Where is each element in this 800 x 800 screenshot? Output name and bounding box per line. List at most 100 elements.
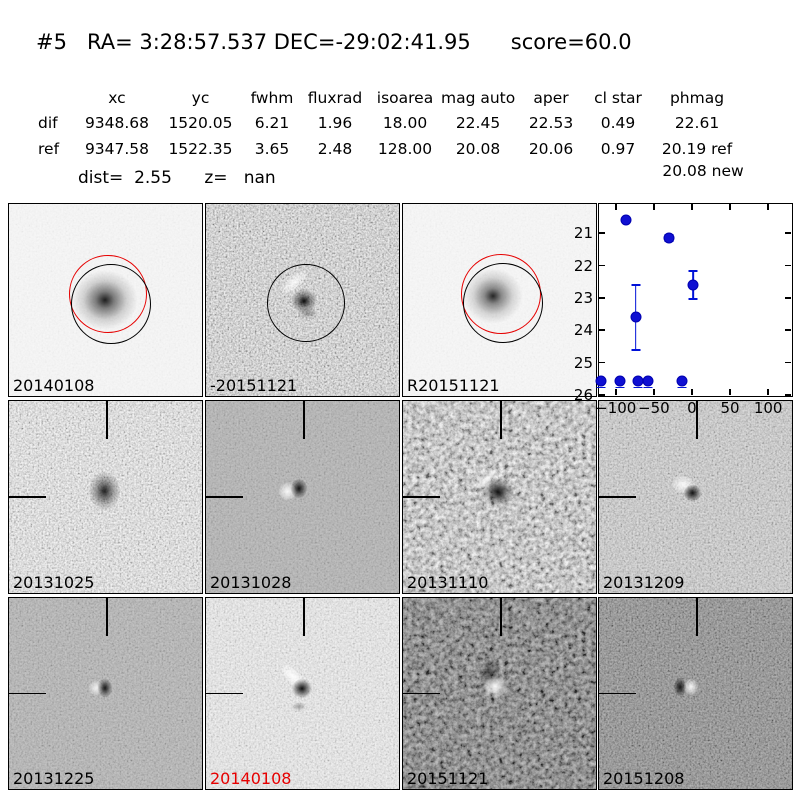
col-header-aper: aper: [533, 89, 569, 107]
crosshair-top-tick: [106, 598, 109, 636]
error-bar: [643, 386, 653, 389]
black-aperture-circle: [267, 264, 345, 342]
tick-mark: [599, 394, 605, 396]
crosshair-top-tick: [500, 598, 503, 636]
crosshair-left-tick: [9, 692, 46, 695]
cutout-label: 20131209: [603, 573, 685, 592]
crosshair-top-tick: [303, 401, 306, 439]
error-bar: [688, 269, 698, 272]
error-bar: [596, 386, 606, 389]
cell-xc: 9347.58: [84, 140, 150, 158]
panel-epoch-20151208: 20151208: [598, 597, 793, 790]
crosshair-top-tick: [303, 598, 306, 636]
cutout-label: 20151121: [407, 769, 489, 788]
row-label: ref: [38, 140, 60, 158]
data-point: [614, 375, 626, 387]
data-point: [595, 375, 607, 387]
cutout-label: 20131225: [13, 769, 95, 788]
tick-mark: [785, 232, 791, 234]
data-point: [687, 279, 699, 291]
col-header-fluxrad: fluxrad: [307, 89, 363, 107]
source-blob: [674, 678, 686, 696]
cell-cl-star: 0.49: [600, 114, 636, 132]
cutout-label: 20131028: [210, 573, 292, 592]
black-aperture-circle: [463, 263, 543, 343]
residual-bright-blob: [684, 679, 698, 695]
cutout-label: R20151121: [407, 376, 500, 395]
plot-area: −100 −50 0 50 100 21 22 23 24 25 26: [574, 204, 791, 417]
tick-label: 22: [573, 256, 593, 275]
tick-mark: [599, 297, 605, 299]
tick-mark: [785, 264, 791, 267]
tick-label: 50: [720, 399, 740, 417]
col-header-cl-star: cl star: [594, 89, 642, 107]
tick-mark: [599, 361, 605, 364]
tick-mark: [785, 329, 791, 332]
crosshair-left-tick: [599, 692, 636, 695]
error-bar: [631, 348, 641, 351]
panel-diff--20151121: -20151121: [205, 203, 400, 397]
crosshair-top-tick: [500, 401, 503, 439]
panel-epoch-20131225: 20131225: [8, 597, 203, 790]
data-point: [642, 375, 654, 387]
phmag-new-value: 20.08 new: [662, 162, 744, 180]
black-aperture-circle: [71, 264, 151, 344]
col-header-fwhm: fwhm: [250, 89, 294, 107]
tick-label: 26: [573, 386, 593, 404]
col-header-isoarea: isoarea: [376, 89, 434, 107]
crosshair-left-tick: [403, 496, 440, 498]
tick-mark: [599, 232, 605, 234]
tick-mark: [614, 204, 617, 210]
error-bar: [633, 386, 643, 389]
source-blob: [684, 485, 701, 501]
data-point: [663, 232, 675, 244]
cutout-label: 20131025: [13, 573, 95, 592]
tick-mark: [785, 361, 791, 364]
crosshair-left-tick: [9, 496, 46, 498]
tick-mark: [767, 389, 769, 395]
tick-label: −50: [638, 399, 670, 417]
tick-mark: [653, 204, 655, 210]
crosshair-top-tick: [696, 401, 699, 439]
error-bar: [631, 284, 641, 286]
source-blob: [292, 679, 312, 698]
tick-label: 25: [573, 353, 593, 372]
light-curve-plot: −100 −50 0 50 100 21 22 23 24 25 26: [574, 203, 793, 417]
crosshair-left-tick: [599, 496, 636, 498]
source-blob: [89, 472, 120, 510]
cutout-label: 20140108: [13, 376, 95, 395]
error-bar: [677, 386, 687, 389]
cell-mag-auto: 22.45: [455, 114, 501, 132]
cell-aper: 20.06: [528, 140, 574, 158]
table-corner: [30, 89, 76, 107]
col-header-yc: yc: [191, 89, 210, 107]
source-blob: [483, 478, 513, 506]
panel-epoch-20131209: 20131209: [598, 400, 793, 594]
faint-blob: [292, 702, 306, 711]
cell-isoarea: 128.00: [377, 140, 433, 158]
panel-ref-R20151121: R20151121: [402, 203, 597, 397]
dist-z-line: dist= 2.55 z= nan: [78, 168, 276, 188]
crosshair-left-tick: [206, 692, 243, 695]
tick-mark: [614, 389, 617, 395]
tick-mark: [691, 204, 693, 210]
table-header-row: xc yc fwhm fluxrad isoarea mag auto aper…: [30, 89, 745, 107]
cutout-label: 20140108: [210, 769, 292, 788]
tick-mark: [767, 204, 769, 210]
cell-xc: 9348.68: [84, 114, 150, 132]
panel-epoch-20131110: 20131110: [402, 400, 597, 594]
panel-epoch-20131028: 20131028: [205, 400, 400, 594]
source-blob: [98, 679, 112, 697]
col-header-mag-auto: mag auto: [441, 89, 516, 107]
cutout-label: 20151208: [603, 769, 685, 788]
tick-label: 24: [573, 321, 593, 340]
table-row-ref: ref 9347.58 1522.35 3.65 2.48 128.00 20.…: [30, 140, 745, 158]
tick-label: 100: [753, 399, 783, 417]
error-bar: [688, 298, 698, 301]
tick-mark: [729, 389, 731, 395]
cell-cl-star: 0.97: [600, 140, 636, 158]
tick-mark: [599, 329, 605, 332]
crosshair-left-tick: [403, 692, 440, 695]
tick-label: 21: [573, 224, 593, 243]
